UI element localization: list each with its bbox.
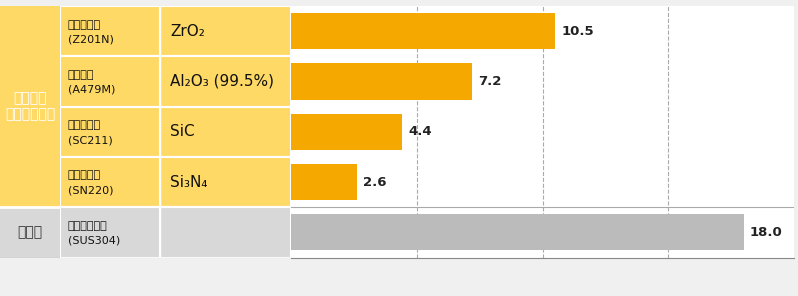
Bar [60, 6, 160, 56]
Text: ステンレス鈴: ステンレス鈴 [68, 221, 108, 231]
Bar [160, 6, 291, 56]
Text: (SC211): (SC211) [68, 135, 113, 145]
Text: 窒化ケイ素: 窒化ケイ素 [68, 170, 101, 181]
Text: SiC: SiC [170, 124, 195, 139]
Text: 金　属: 金 属 [18, 225, 42, 239]
Text: 2.6: 2.6 [363, 176, 386, 189]
Bar [291, 63, 472, 99]
Text: アルミナ: アルミナ [68, 70, 94, 80]
Text: ファイン
セラミックス: ファイン セラミックス [5, 91, 55, 122]
Bar [160, 157, 291, 207]
Text: 7.2: 7.2 [479, 75, 502, 88]
Bar [291, 13, 555, 49]
Bar [0, 6, 60, 207]
Bar [160, 207, 291, 258]
Text: 4.4: 4.4 [408, 125, 432, 138]
Bar [0, 207, 60, 258]
Bar [60, 56, 160, 107]
Bar [60, 207, 160, 258]
Bar [160, 107, 291, 157]
Text: (SUS304): (SUS304) [68, 236, 120, 246]
Bar [291, 164, 357, 200]
Text: Si₃N₄: Si₃N₄ [170, 175, 207, 189]
Bar [291, 6, 794, 56]
Text: 炭化ケイ素: 炭化ケイ素 [68, 120, 101, 130]
Bar [60, 107, 160, 157]
Bar [291, 207, 794, 258]
Bar [60, 157, 160, 207]
Text: 10.5: 10.5 [562, 25, 595, 38]
Text: (SN220): (SN220) [68, 186, 113, 196]
Text: (Z201N): (Z201N) [68, 35, 113, 45]
Text: 18.0: 18.0 [750, 226, 783, 239]
Bar [291, 56, 794, 107]
Text: Al₂O₃ (99.5%): Al₂O₃ (99.5%) [170, 74, 275, 89]
Text: ジルコニア: ジルコニア [68, 20, 101, 30]
Text: (A479M): (A479M) [68, 85, 115, 95]
Bar [160, 56, 291, 107]
Text: ZrO₂: ZrO₂ [170, 24, 205, 38]
Bar [291, 214, 744, 250]
Bar [291, 114, 402, 150]
Bar [291, 157, 794, 207]
Bar [291, 107, 794, 157]
